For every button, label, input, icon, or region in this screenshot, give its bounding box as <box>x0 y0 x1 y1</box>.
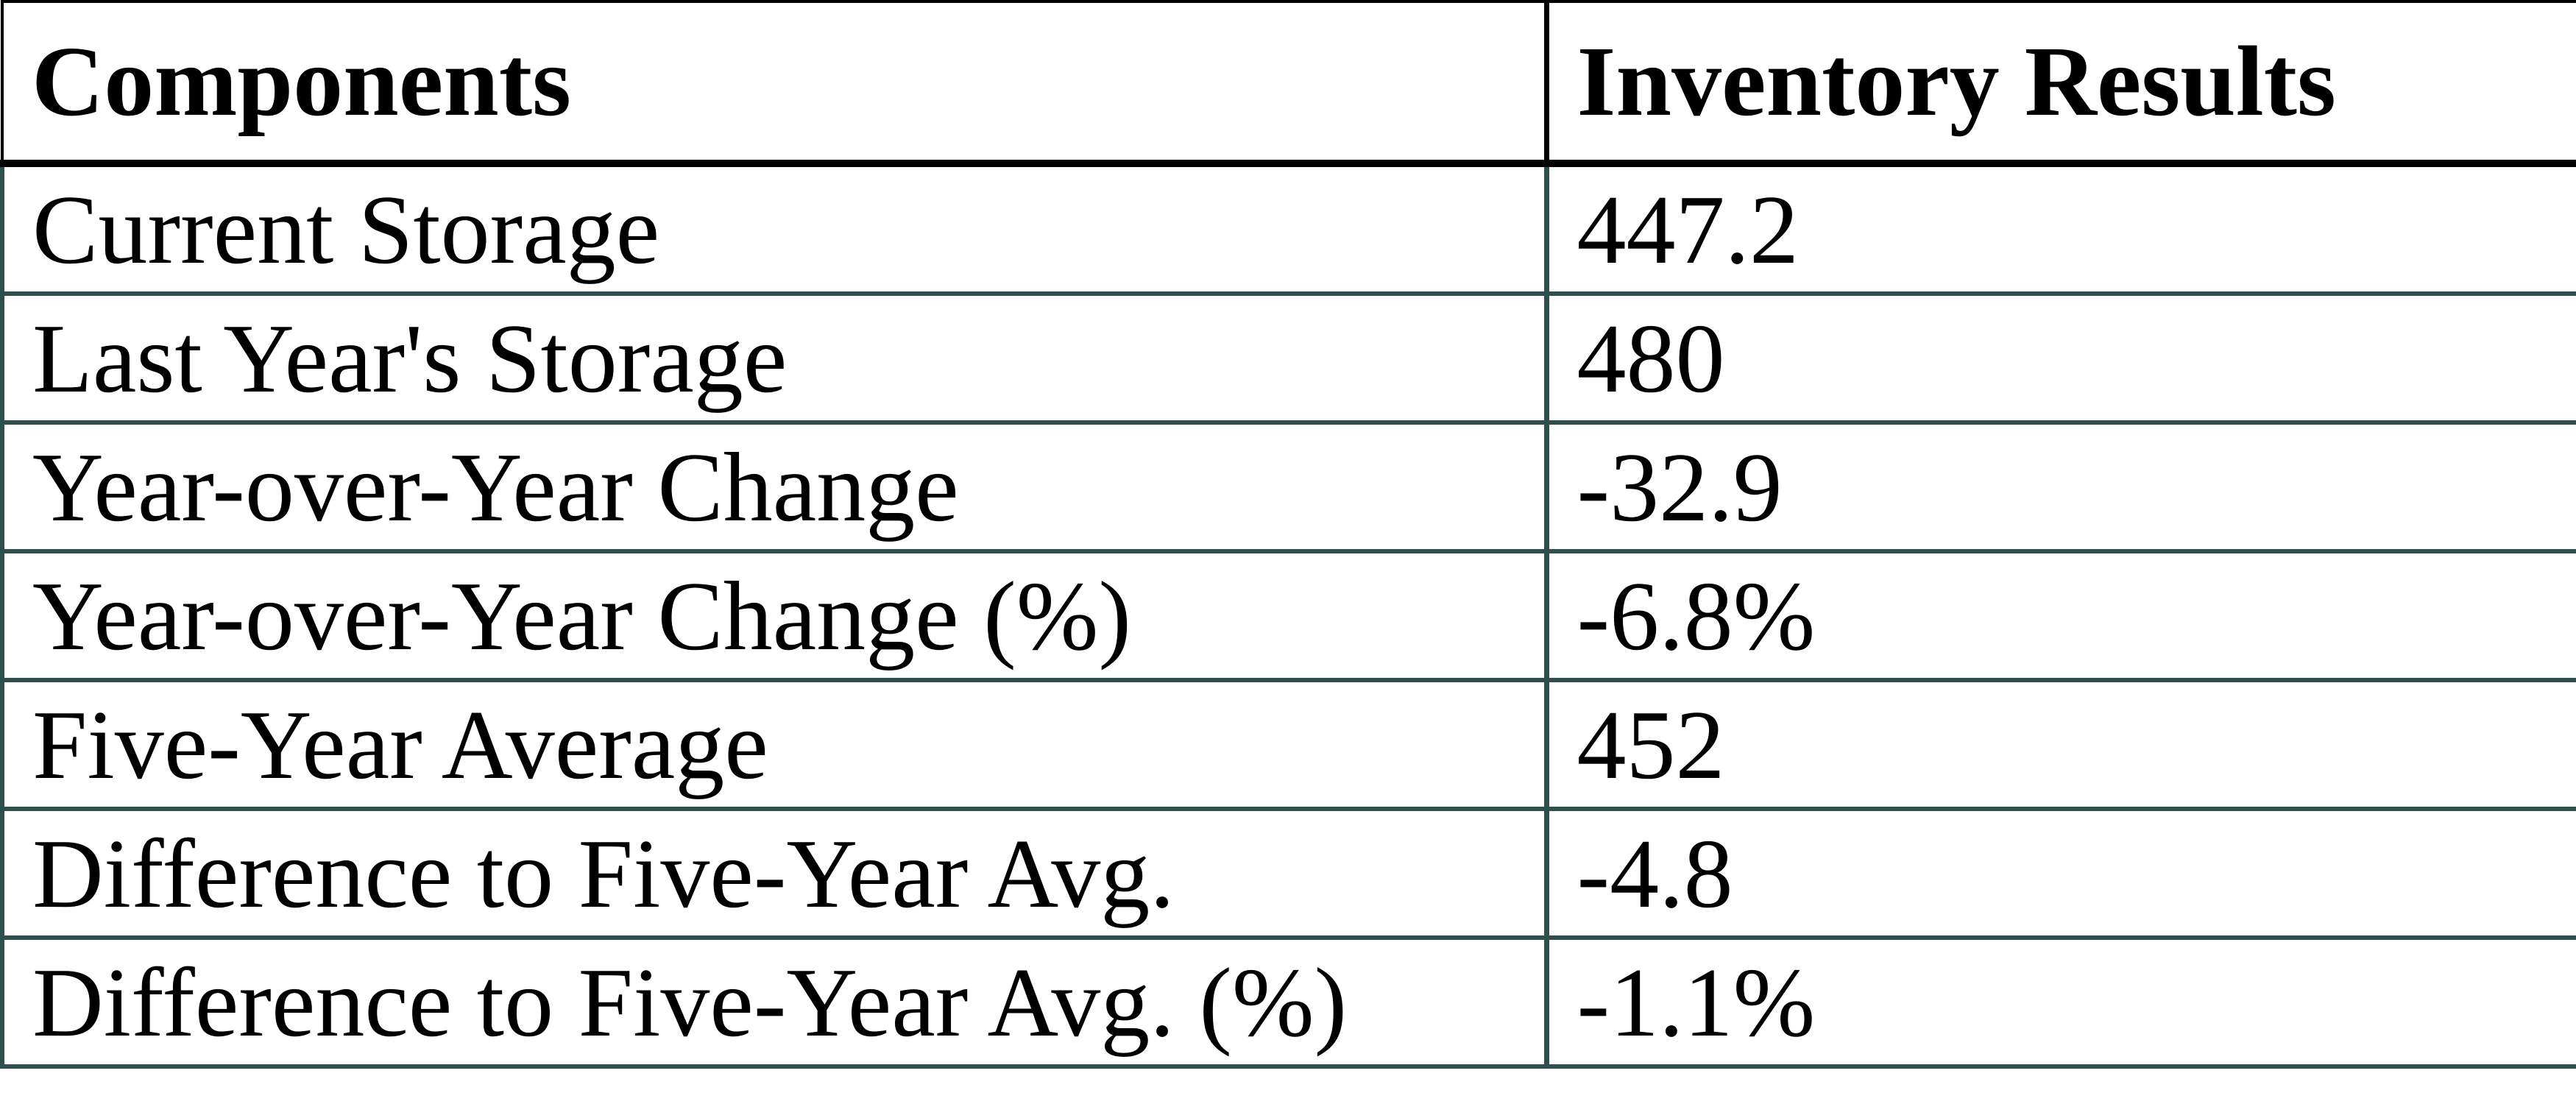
row-label: Five-Year Average <box>0 678 1549 811</box>
row-value: -6.8% <box>1544 549 2576 682</box>
table-row-diff-five-year-avg: Difference to Five-Year Avg. -4.8 <box>0 807 2576 940</box>
row-label: Current Storage <box>0 161 1549 296</box>
header-row: Components Inventory Results <box>1 0 2576 167</box>
table-row-five-year-average: Five-Year Average 452 <box>0 678 2576 811</box>
row-label: Difference to Five-Year Avg. (%) <box>0 935 1549 1069</box>
row-value: -1.1% <box>1544 935 2576 1069</box>
row-value: 447.2 <box>1544 161 2576 296</box>
table-row-last-year-storage: Last Year's Storage 480 <box>0 291 2576 425</box>
row-value: -32.9 <box>1544 420 2576 553</box>
column-header-components: Components <box>1 0 1549 167</box>
row-label: Year-over-Year Change (%) <box>0 549 1549 682</box>
row-value: 480 <box>1544 291 2576 425</box>
row-label: Difference to Five-Year Avg. <box>0 807 1549 940</box>
row-label: Year-over-Year Change <box>0 420 1549 553</box>
inventory-results-table: Components Inventory Results Current Sto… <box>0 0 2576 1069</box>
row-value: -4.8 <box>1544 807 2576 940</box>
row-value: 452 <box>1544 678 2576 811</box>
table-row-yoy-change-pct: Year-over-Year Change (%) -6.8% <box>0 549 2576 682</box>
table-row-yoy-change: Year-over-Year Change -32.9 <box>0 420 2576 553</box>
row-label: Last Year's Storage <box>0 291 1549 425</box>
table-row-current-storage: Current Storage 447.2 <box>0 161 2576 296</box>
table-row-diff-five-year-avg-pct: Difference to Five-Year Avg. (%) -1.1% <box>0 935 2576 1069</box>
column-header-inventory-results: Inventory Results <box>1545 0 2576 167</box>
